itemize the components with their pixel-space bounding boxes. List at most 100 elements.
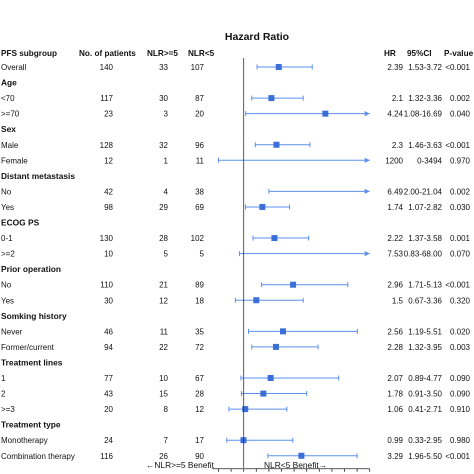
nlr-low-value: 69 <box>195 203 204 212</box>
patients-value: 110 <box>100 281 113 290</box>
p-value: 0.001 <box>450 234 471 243</box>
patients-value: 98 <box>104 203 113 212</box>
footer-right-label: NLR<5 Benefit→ <box>264 460 327 470</box>
hr-value: 6.49 <box>387 187 403 196</box>
p-value: 0.320 <box>450 296 471 305</box>
nlr-low-value: 28 <box>195 390 204 399</box>
category-label: Treatment type <box>1 420 61 430</box>
hr-point-marker <box>280 328 287 335</box>
nlr-high-value: 33 <box>159 63 168 72</box>
nlr-high-value: 30 <box>159 94 168 103</box>
subgroup-label: 2 <box>1 390 6 399</box>
patients-value: 12 <box>104 156 113 165</box>
nlr-low-value: 18 <box>195 296 204 305</box>
header-patients: No. of patients <box>79 49 136 58</box>
nlr-low-value: 89 <box>195 281 204 290</box>
category-label: Sex <box>1 124 16 134</box>
hr-value: 1200 <box>385 156 403 165</box>
subgroup-label: >=3 <box>1 405 15 414</box>
nlr-high-value: 4 <box>164 187 169 196</box>
hr-value: 1.5 <box>392 296 404 305</box>
ci-value: 1.08-16.69 <box>404 110 443 119</box>
nlr-high-value: 10 <box>159 374 168 383</box>
patients-value: 128 <box>100 141 114 150</box>
p-value: 0.980 <box>450 436 471 445</box>
nlr-high-value: 21 <box>159 281 168 290</box>
subgroup-label: Yes <box>1 296 14 305</box>
subgroup-label: Female <box>1 156 28 165</box>
plot-rows: Overall 140 33 107 2.39 1.53-3.72 <0.001Age<70… <box>1 58 471 468</box>
hr-value: 7.53 <box>387 250 403 259</box>
nlr-low-value: 96 <box>195 141 204 150</box>
hr-value: 2.96 <box>387 281 403 290</box>
subgroup-label: 1 <box>1 374 6 383</box>
hr-point-marker <box>290 281 297 288</box>
nlr-low-value: 17 <box>195 436 204 445</box>
hr-point-marker <box>275 64 282 70</box>
hr-point-marker <box>267 375 274 381</box>
subgroup-label: No <box>1 187 12 196</box>
ci-value: 1.46-3.63 <box>408 141 442 150</box>
nlr-low-value: 11 <box>196 156 205 165</box>
nlr-high-value: 26 <box>159 452 168 461</box>
header-ci: 95%CI <box>407 49 432 58</box>
p-value: 0.040 <box>450 110 471 119</box>
hr-point-marker <box>242 406 249 413</box>
p-value: 0.002 <box>450 187 471 196</box>
category-label: Somking history <box>1 311 67 321</box>
p-value: 0.090 <box>450 390 471 399</box>
hr-value: 1.78 <box>387 390 403 399</box>
category-label: Treatment lines <box>1 357 63 367</box>
hr-value: 0.99 <box>387 436 403 445</box>
patients-value: 77 <box>104 374 113 383</box>
ci-value: 0.67-3.36 <box>408 296 442 305</box>
nlr-high-value: 12 <box>159 296 168 305</box>
ci-value: 1.32-3.95 <box>408 343 442 352</box>
ci-value: 0.89-4.77 <box>408 374 442 383</box>
subgroup-label: >=2 <box>1 250 15 259</box>
patients-value: 130 <box>100 234 114 243</box>
subgroup-label: Yes <box>1 203 14 212</box>
nlr-low-value: 5 <box>200 250 205 259</box>
nlr-high-value: 22 <box>159 343 168 352</box>
ci-value: 0.33-2.95 <box>408 436 442 445</box>
hr-point-marker <box>253 297 260 304</box>
subgroup-label: <70 <box>1 94 15 103</box>
p-value: 0.070 <box>450 250 471 259</box>
nlr-high-value: 32 <box>159 141 168 150</box>
nlr-high-value: 8 <box>164 405 169 414</box>
category-label: Distant metastasis <box>1 171 75 181</box>
hr-value: 2.56 <box>387 327 403 336</box>
ci-value: 2.00-21.04 <box>404 187 443 196</box>
hr-point-marker <box>272 343 279 350</box>
p-value: 0.910 <box>450 405 471 414</box>
nlr-low-value: 20 <box>195 110 204 119</box>
p-value: 0.003 <box>450 343 471 352</box>
subgroup-label: Combination therapy <box>1 452 75 461</box>
hr-value: 3.29 <box>387 452 403 461</box>
p-value: 0.002 <box>450 94 471 103</box>
patients-value: 20 <box>104 405 113 414</box>
patients-value: 140 <box>100 63 114 72</box>
chart-title: Hazard Ratio <box>225 31 289 43</box>
ci-value: 0.41-2.71 <box>408 405 442 414</box>
ci-arrow-high <box>364 157 370 163</box>
hr-value: 2.28 <box>387 343 403 352</box>
header-p-value: P-value <box>444 49 474 58</box>
ci-value: 1.37-3.58 <box>408 234 442 243</box>
nlr-high-value: 3 <box>164 110 169 119</box>
hr-point-marker <box>260 390 267 397</box>
hr-point-marker <box>322 110 329 117</box>
subgroup-label: Never <box>1 327 23 336</box>
p-value: <0.001 <box>445 452 470 461</box>
p-value: <0.001 <box>445 63 470 72</box>
hr-point-marker <box>259 203 266 210</box>
nlr-high-value: 28 <box>159 234 168 243</box>
nlr-high-value: 7 <box>164 436 169 445</box>
hr-point-marker <box>298 452 305 459</box>
hr-value: 2.07 <box>387 374 403 383</box>
subgroup-label: >=70 <box>1 110 20 119</box>
subgroup-label: No <box>1 281 12 290</box>
ci-value: 0-3494 <box>417 156 442 165</box>
